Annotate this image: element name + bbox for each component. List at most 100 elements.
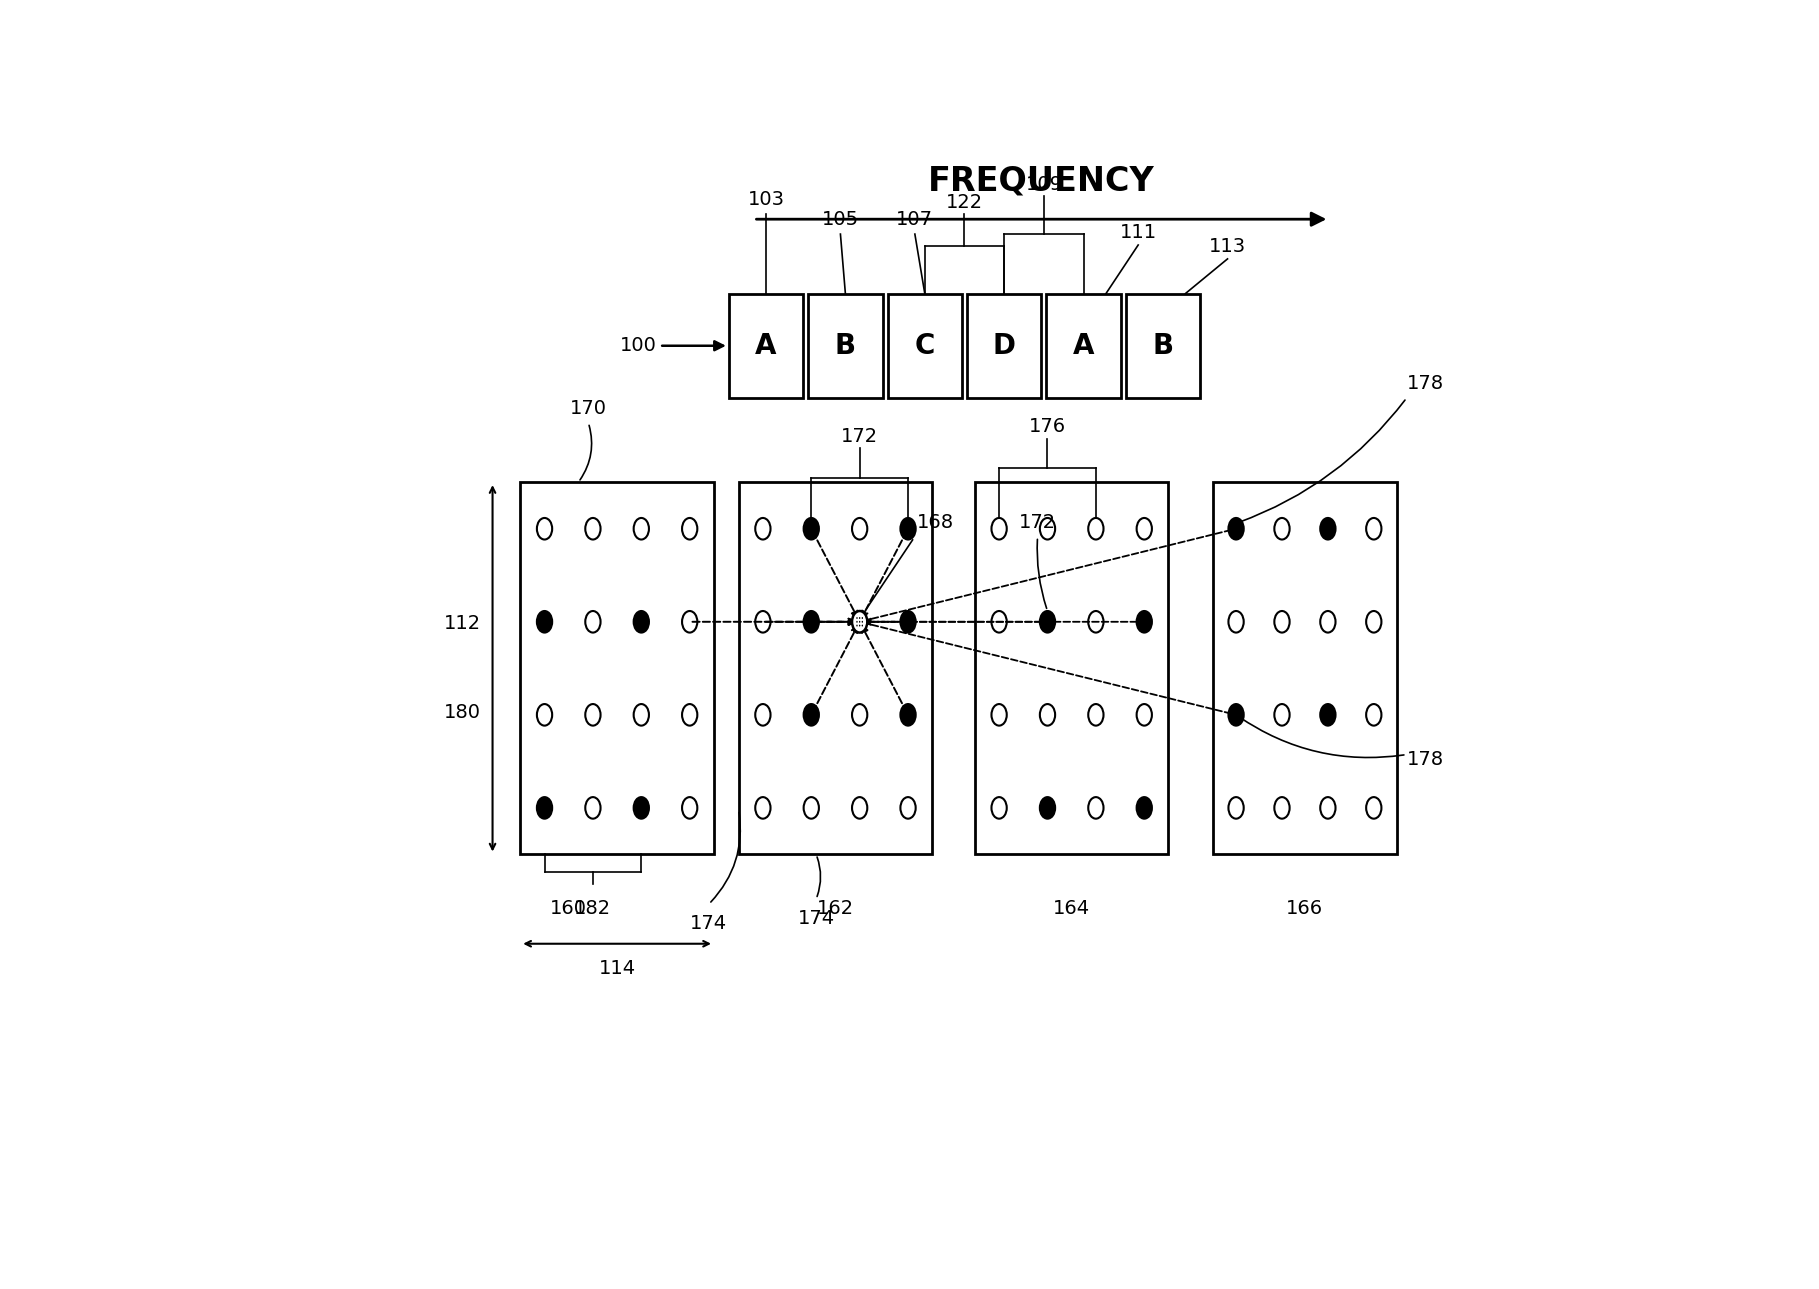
Ellipse shape <box>1275 518 1290 540</box>
Ellipse shape <box>991 704 1006 726</box>
Ellipse shape <box>804 611 819 633</box>
Ellipse shape <box>1366 611 1381 633</box>
Ellipse shape <box>1228 611 1244 633</box>
Ellipse shape <box>1137 518 1151 540</box>
Ellipse shape <box>1275 611 1290 633</box>
Ellipse shape <box>1366 797 1381 819</box>
Ellipse shape <box>900 611 915 633</box>
Ellipse shape <box>851 611 868 633</box>
Ellipse shape <box>851 518 868 540</box>
Ellipse shape <box>851 797 868 819</box>
Ellipse shape <box>537 797 553 819</box>
FancyBboxPatch shape <box>739 482 933 855</box>
Text: 160: 160 <box>549 900 588 918</box>
Text: B: B <box>1153 331 1173 360</box>
Ellipse shape <box>1137 704 1151 726</box>
Ellipse shape <box>851 704 868 726</box>
Text: 100: 100 <box>620 336 657 356</box>
FancyBboxPatch shape <box>888 294 962 398</box>
Ellipse shape <box>1088 797 1104 819</box>
Ellipse shape <box>586 704 600 726</box>
Ellipse shape <box>633 704 649 726</box>
FancyBboxPatch shape <box>729 294 804 398</box>
Ellipse shape <box>1275 704 1290 726</box>
Ellipse shape <box>537 518 553 540</box>
Text: 178: 178 <box>1406 750 1444 770</box>
Ellipse shape <box>804 518 819 540</box>
Ellipse shape <box>586 518 600 540</box>
FancyBboxPatch shape <box>1213 482 1397 855</box>
Ellipse shape <box>633 518 649 540</box>
Ellipse shape <box>682 704 697 726</box>
Ellipse shape <box>1366 704 1381 726</box>
Text: D: D <box>993 331 1015 360</box>
Ellipse shape <box>586 611 600 633</box>
Ellipse shape <box>1088 518 1104 540</box>
Ellipse shape <box>900 704 915 726</box>
Text: 105: 105 <box>822 210 859 229</box>
Ellipse shape <box>804 797 819 819</box>
Ellipse shape <box>1321 518 1335 540</box>
Text: FREQUENCY: FREQUENCY <box>928 165 1155 197</box>
FancyBboxPatch shape <box>968 294 1042 398</box>
Text: 182: 182 <box>575 900 611 918</box>
Ellipse shape <box>1321 611 1335 633</box>
Text: 113: 113 <box>1210 237 1246 257</box>
Ellipse shape <box>682 797 697 819</box>
FancyBboxPatch shape <box>808 294 882 398</box>
Ellipse shape <box>1088 704 1104 726</box>
Ellipse shape <box>1137 611 1151 633</box>
Ellipse shape <box>682 518 697 540</box>
Text: B: B <box>835 331 857 360</box>
Ellipse shape <box>755 704 771 726</box>
Ellipse shape <box>1228 797 1244 819</box>
Ellipse shape <box>1137 797 1151 819</box>
Ellipse shape <box>1275 797 1290 819</box>
Text: 107: 107 <box>897 210 933 229</box>
Text: A: A <box>755 331 777 360</box>
Text: 103: 103 <box>748 191 784 209</box>
Text: 170: 170 <box>569 398 608 418</box>
Ellipse shape <box>682 611 697 633</box>
Ellipse shape <box>991 611 1006 633</box>
Ellipse shape <box>804 704 819 726</box>
Ellipse shape <box>991 797 1006 819</box>
Text: 168: 168 <box>917 513 955 532</box>
Ellipse shape <box>1366 518 1381 540</box>
Ellipse shape <box>755 797 771 819</box>
Text: 164: 164 <box>1053 900 1090 918</box>
Text: 122: 122 <box>946 193 982 213</box>
Ellipse shape <box>633 611 649 633</box>
Text: 111: 111 <box>1121 223 1157 242</box>
Ellipse shape <box>1321 797 1335 819</box>
Ellipse shape <box>1228 518 1244 540</box>
Ellipse shape <box>1088 611 1104 633</box>
Ellipse shape <box>991 518 1006 540</box>
Text: 176: 176 <box>1030 416 1066 436</box>
Ellipse shape <box>1040 518 1055 540</box>
Ellipse shape <box>537 704 553 726</box>
FancyBboxPatch shape <box>1046 294 1121 398</box>
Text: 180: 180 <box>444 704 480 722</box>
Ellipse shape <box>1040 797 1055 819</box>
Ellipse shape <box>1228 704 1244 726</box>
Ellipse shape <box>537 611 553 633</box>
Text: 174: 174 <box>691 914 728 933</box>
Ellipse shape <box>755 518 771 540</box>
FancyBboxPatch shape <box>520 482 713 855</box>
Ellipse shape <box>633 797 649 819</box>
Ellipse shape <box>586 797 600 819</box>
FancyBboxPatch shape <box>1126 294 1201 398</box>
Ellipse shape <box>755 611 771 633</box>
Text: C: C <box>915 331 935 360</box>
Ellipse shape <box>900 518 915 540</box>
Text: 109: 109 <box>1026 175 1062 195</box>
Text: 166: 166 <box>1286 900 1324 918</box>
Text: 172: 172 <box>840 427 879 446</box>
Ellipse shape <box>1040 704 1055 726</box>
Ellipse shape <box>1040 611 1055 633</box>
Text: A: A <box>1073 331 1095 360</box>
Text: 112: 112 <box>444 614 480 633</box>
Ellipse shape <box>1321 704 1335 726</box>
Text: 114: 114 <box>598 959 635 977</box>
